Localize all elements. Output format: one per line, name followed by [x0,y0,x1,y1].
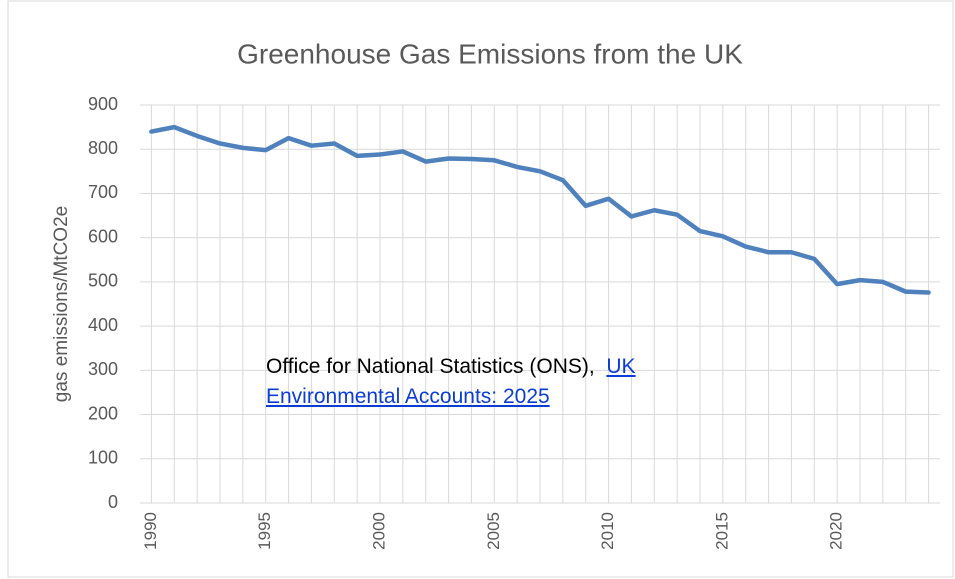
y-tick-label: 0 [108,492,118,512]
y-tick-label: 300 [88,359,118,379]
x-tick-label: 1990 [141,512,160,550]
y-tick-label: 900 [88,94,118,114]
x-tick-label: 2015 [712,512,731,550]
x-tick-label: 2010 [598,512,617,550]
y-axis-label: gas emissions/MtCO2e [51,206,72,402]
x-tick-label: 2005 [484,512,503,550]
source-link[interactable]: UK Environmental Accounts: 2025 [266,355,636,408]
chart-border [7,0,954,578]
y-tick-label: 800 [88,138,118,158]
y-tick-label: 500 [88,271,118,291]
x-tick-label: 2020 [827,512,846,550]
data-line [149,124,931,295]
y-tick-label: 400 [88,315,118,335]
y-tick-label: 100 [88,448,118,468]
x-tick-label: 1995 [255,512,274,550]
y-tick-label: 200 [88,403,118,423]
y-tick-label: 600 [88,226,118,246]
x-tick-label: 2000 [369,512,388,550]
annotation: Office for National Statistics (ONS), UK… [266,352,746,412]
y-tick-label: 700 [88,182,118,202]
chart-title: Greenhouse Gas Emissions from the UK [237,38,743,69]
annotation-text: Office for National Statistics (ONS), [266,355,595,378]
